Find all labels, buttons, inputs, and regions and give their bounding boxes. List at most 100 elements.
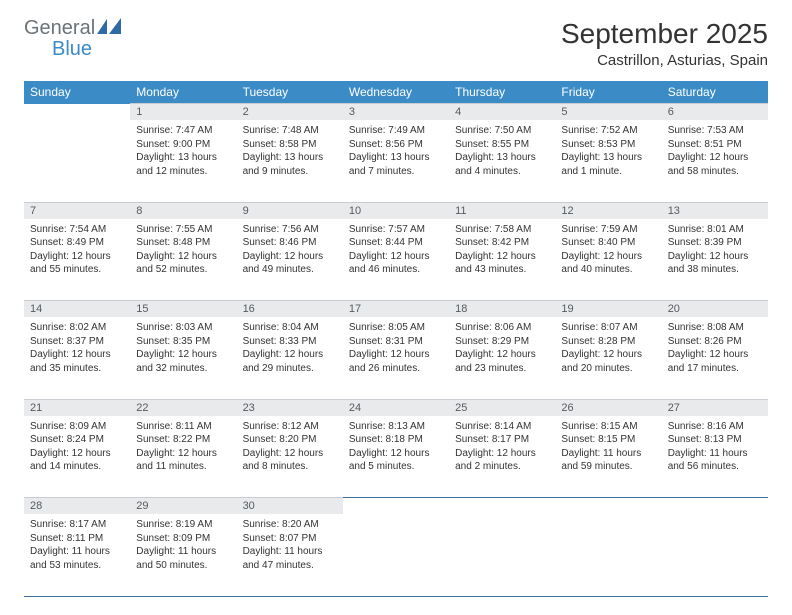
day-number — [24, 104, 130, 121]
logo: General Blue — [24, 18, 123, 60]
day-cell-text: Sunrise: 8:04 AMSunset: 8:33 PMDaylight:… — [243, 319, 337, 375]
day-number: 10 — [343, 202, 449, 219]
day-number: 28 — [24, 498, 130, 515]
day-number: 2 — [237, 104, 343, 121]
day-cell-text: Sunrise: 7:47 AMSunset: 9:00 PMDaylight:… — [136, 122, 230, 178]
day-cell-text: Sunrise: 8:11 AMSunset: 8:22 PMDaylight:… — [136, 418, 230, 474]
day-cell: Sunrise: 7:48 AMSunset: 8:58 PMDaylight:… — [237, 120, 343, 202]
day-cell-text: Sunrise: 7:48 AMSunset: 8:58 PMDaylight:… — [243, 122, 337, 178]
day-cell — [449, 514, 555, 596]
day-cell: Sunrise: 8:11 AMSunset: 8:22 PMDaylight:… — [130, 416, 236, 498]
dayhead-wed: Wednesday — [343, 81, 449, 104]
day-number: 24 — [343, 399, 449, 416]
day-number: 13 — [662, 202, 768, 219]
dayhead-mon: Monday — [130, 81, 236, 104]
week-row: Sunrise: 8:09 AMSunset: 8:24 PMDaylight:… — [24, 416, 768, 498]
day-number: 12 — [555, 202, 661, 219]
dayhead-thu: Thursday — [449, 81, 555, 104]
dayhead-fri: Friday — [555, 81, 661, 104]
day-number — [343, 498, 449, 515]
day-cell — [662, 514, 768, 596]
day-number: 27 — [662, 399, 768, 416]
dayhead-tue: Tuesday — [237, 81, 343, 104]
day-number: 30 — [237, 498, 343, 515]
day-cell — [343, 514, 449, 596]
day-cell: Sunrise: 8:09 AMSunset: 8:24 PMDaylight:… — [24, 416, 130, 498]
week-row: Sunrise: 8:02 AMSunset: 8:37 PMDaylight:… — [24, 317, 768, 399]
day-number: 23 — [237, 399, 343, 416]
logo-word2: Blue — [24, 38, 92, 60]
daynum-row: 282930 — [24, 498, 768, 515]
day-cell: Sunrise: 8:15 AMSunset: 8:15 PMDaylight:… — [555, 416, 661, 498]
day-cell-text: Sunrise: 8:07 AMSunset: 8:28 PMDaylight:… — [561, 319, 655, 375]
day-cell-text: Sunrise: 8:19 AMSunset: 8:09 PMDaylight:… — [136, 516, 230, 572]
day-cell-text: Sunrise: 7:57 AMSunset: 8:44 PMDaylight:… — [349, 221, 443, 277]
day-cell: Sunrise: 7:58 AMSunset: 8:42 PMDaylight:… — [449, 219, 555, 301]
day-cell: Sunrise: 8:19 AMSunset: 8:09 PMDaylight:… — [130, 514, 236, 596]
day-cell: Sunrise: 7:53 AMSunset: 8:51 PMDaylight:… — [662, 120, 768, 202]
logo-text: General Blue — [24, 18, 123, 60]
day-number: 3 — [343, 104, 449, 121]
day-number: 22 — [130, 399, 236, 416]
day-number — [662, 498, 768, 515]
daynum-row: 78910111213 — [24, 202, 768, 219]
month-title: September 2025 — [561, 18, 768, 50]
day-cell: Sunrise: 7:52 AMSunset: 8:53 PMDaylight:… — [555, 120, 661, 202]
day-cell-text: Sunrise: 8:09 AMSunset: 8:24 PMDaylight:… — [30, 418, 124, 474]
day-cell: Sunrise: 7:55 AMSunset: 8:48 PMDaylight:… — [130, 219, 236, 301]
day-header-row: Sunday Monday Tuesday Wednesday Thursday… — [24, 81, 768, 104]
day-cell — [555, 514, 661, 596]
day-cell-text: Sunrise: 7:52 AMSunset: 8:53 PMDaylight:… — [561, 122, 655, 178]
day-number: 1 — [130, 104, 236, 121]
week-row: Sunrise: 8:17 AMSunset: 8:11 PMDaylight:… — [24, 514, 768, 596]
day-number: 4 — [449, 104, 555, 121]
calendar-page: General Blue September 2025 Castrillon, … — [0, 0, 792, 615]
day-cell: Sunrise: 7:59 AMSunset: 8:40 PMDaylight:… — [555, 219, 661, 301]
day-cell-text: Sunrise: 7:59 AMSunset: 8:40 PMDaylight:… — [561, 221, 655, 277]
day-cell: Sunrise: 7:56 AMSunset: 8:46 PMDaylight:… — [237, 219, 343, 301]
day-number: 5 — [555, 104, 661, 121]
day-number: 7 — [24, 202, 130, 219]
day-cell-text: Sunrise: 8:20 AMSunset: 8:07 PMDaylight:… — [243, 516, 337, 572]
day-cell: Sunrise: 8:03 AMSunset: 8:35 PMDaylight:… — [130, 317, 236, 399]
day-cell-text: Sunrise: 8:01 AMSunset: 8:39 PMDaylight:… — [668, 221, 762, 277]
day-cell: Sunrise: 7:50 AMSunset: 8:55 PMDaylight:… — [449, 120, 555, 202]
day-number: 21 — [24, 399, 130, 416]
day-cell: Sunrise: 7:47 AMSunset: 9:00 PMDaylight:… — [130, 120, 236, 202]
day-cell-text: Sunrise: 8:02 AMSunset: 8:37 PMDaylight:… — [30, 319, 124, 375]
day-cell-text: Sunrise: 7:55 AMSunset: 8:48 PMDaylight:… — [136, 221, 230, 277]
day-cell-text: Sunrise: 7:58 AMSunset: 8:42 PMDaylight:… — [455, 221, 549, 277]
day-cell: Sunrise: 8:20 AMSunset: 8:07 PMDaylight:… — [237, 514, 343, 596]
day-cell: Sunrise: 8:02 AMSunset: 8:37 PMDaylight:… — [24, 317, 130, 399]
day-number: 20 — [662, 301, 768, 318]
day-cell: Sunrise: 8:07 AMSunset: 8:28 PMDaylight:… — [555, 317, 661, 399]
day-cell: Sunrise: 8:12 AMSunset: 8:20 PMDaylight:… — [237, 416, 343, 498]
week-row: Sunrise: 7:54 AMSunset: 8:49 PMDaylight:… — [24, 219, 768, 301]
day-cell-text: Sunrise: 8:14 AMSunset: 8:17 PMDaylight:… — [455, 418, 549, 474]
day-number: 14 — [24, 301, 130, 318]
header: General Blue September 2025 Castrillon, … — [24, 18, 768, 69]
day-cell: Sunrise: 8:14 AMSunset: 8:17 PMDaylight:… — [449, 416, 555, 498]
sail-icon — [97, 18, 123, 39]
daynum-row: 14151617181920 — [24, 301, 768, 318]
day-number: 25 — [449, 399, 555, 416]
day-cell-text: Sunrise: 8:05 AMSunset: 8:31 PMDaylight:… — [349, 319, 443, 375]
day-number: 26 — [555, 399, 661, 416]
daynum-row: 123456 — [24, 104, 768, 121]
day-cell-text: Sunrise: 7:53 AMSunset: 8:51 PMDaylight:… — [668, 122, 762, 178]
calendar-body: 123456Sunrise: 7:47 AMSunset: 9:00 PMDay… — [24, 104, 768, 597]
dayhead-sun: Sunday — [24, 81, 130, 104]
day-cell-text: Sunrise: 8:17 AMSunset: 8:11 PMDaylight:… — [30, 516, 124, 572]
day-number: 6 — [662, 104, 768, 121]
day-cell: Sunrise: 7:49 AMSunset: 8:56 PMDaylight:… — [343, 120, 449, 202]
day-number: 9 — [237, 202, 343, 219]
day-cell: Sunrise: 8:17 AMSunset: 8:11 PMDaylight:… — [24, 514, 130, 596]
day-cell-text: Sunrise: 8:15 AMSunset: 8:15 PMDaylight:… — [561, 418, 655, 474]
day-cell: Sunrise: 8:04 AMSunset: 8:33 PMDaylight:… — [237, 317, 343, 399]
day-cell: Sunrise: 7:57 AMSunset: 8:44 PMDaylight:… — [343, 219, 449, 301]
location: Castrillon, Asturias, Spain — [561, 52, 768, 69]
day-cell-text: Sunrise: 7:50 AMSunset: 8:55 PMDaylight:… — [455, 122, 549, 178]
day-cell-text: Sunrise: 8:13 AMSunset: 8:18 PMDaylight:… — [349, 418, 443, 474]
day-cell — [24, 120, 130, 202]
day-number: 11 — [449, 202, 555, 219]
